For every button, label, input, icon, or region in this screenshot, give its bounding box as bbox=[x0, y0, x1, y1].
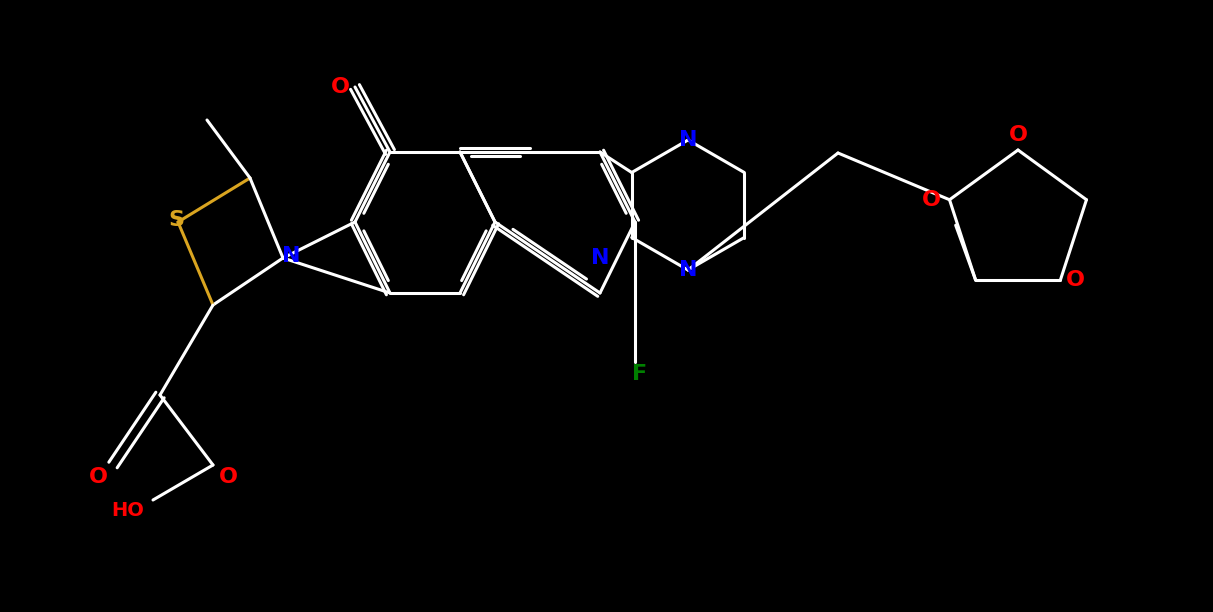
Text: N: N bbox=[591, 248, 609, 268]
Text: O: O bbox=[1008, 125, 1027, 145]
Text: O: O bbox=[89, 467, 108, 487]
Text: F: F bbox=[632, 364, 648, 384]
Text: N: N bbox=[679, 130, 697, 150]
Text: HO: HO bbox=[112, 501, 144, 520]
Text: O: O bbox=[330, 77, 349, 97]
Text: S: S bbox=[167, 210, 184, 230]
Text: N: N bbox=[679, 260, 697, 280]
Text: N: N bbox=[281, 246, 301, 266]
Text: O: O bbox=[1066, 271, 1084, 290]
Text: O: O bbox=[218, 467, 238, 487]
Text: O: O bbox=[922, 190, 941, 210]
